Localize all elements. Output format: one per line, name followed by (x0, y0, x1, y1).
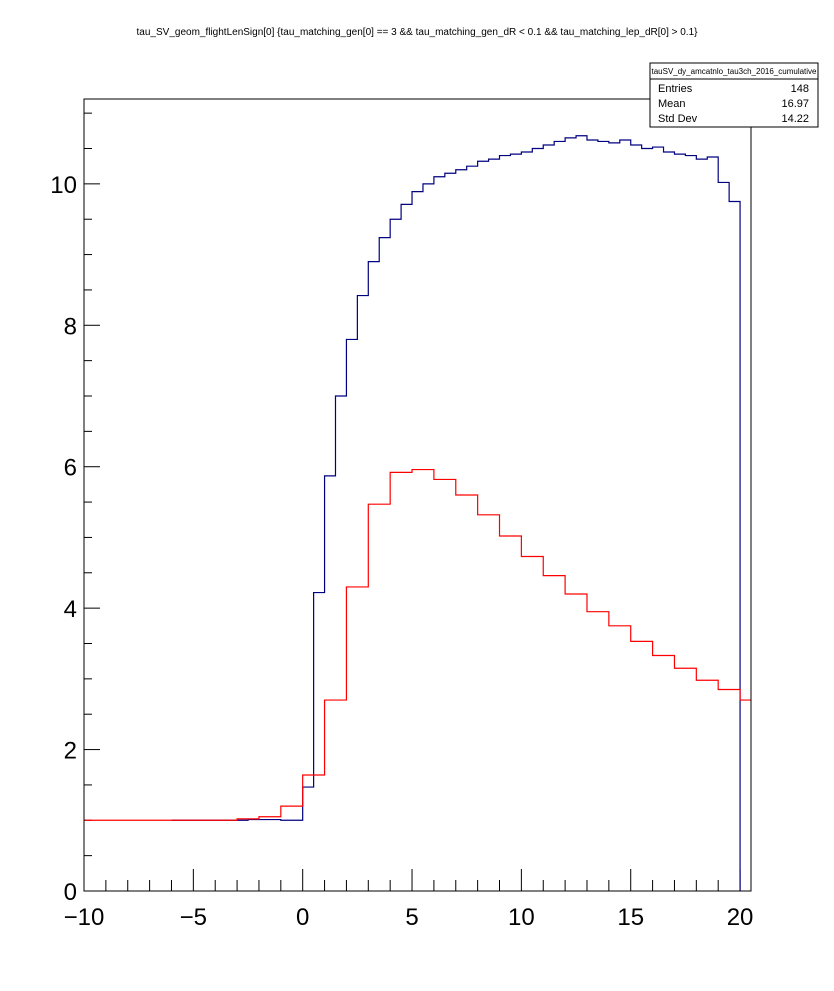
stats-stddev-label: Std Dev (658, 113, 698, 125)
series-1-line (171, 135, 741, 891)
stats-box-name: tauSV_dy_amcatnlo_tau3ch_2016_cumulative (651, 67, 817, 76)
y-tick-label: 4 (64, 596, 77, 623)
stats-entries-value: 148 (791, 83, 809, 95)
x-tick-label: −5 (180, 904, 207, 931)
y-axis: 0 2 4 6 8 10 (50, 112, 100, 906)
y-tick-label: 6 (64, 455, 77, 482)
x-tick-label: −10 (64, 904, 105, 931)
x-tick-label: 5 (405, 904, 418, 931)
stats-entries-label: Entries (658, 83, 693, 95)
x-axis: −10 −5 0 5 10 15 20 (64, 869, 754, 931)
y-tick-label: 10 (50, 172, 77, 199)
series-2-line (84, 468, 751, 821)
chart-title: tau_SV_geom_flightLenSign[0] {tau_matchi… (137, 27, 699, 38)
stats-mean-label: Mean (658, 98, 686, 110)
stats-mean-value: 16.97 (781, 98, 809, 110)
y-tick-label: 8 (64, 313, 77, 340)
x-tick-label: 0 (296, 904, 309, 931)
y-tick-label: 2 (64, 738, 77, 765)
x-tick-label: 10 (508, 904, 535, 931)
x-tick-label: 20 (727, 904, 754, 931)
stats-stddev-value: 14.22 (781, 113, 809, 125)
y-tick-label: 0 (64, 879, 77, 906)
plot-frame (83, 98, 752, 892)
series-container (84, 135, 751, 891)
x-tick-label: 15 (617, 904, 644, 931)
stats-box: tauSV_dy_amcatnlo_tau3ch_2016_cumulative… (649, 62, 819, 128)
stats-box-frame (649, 62, 819, 128)
